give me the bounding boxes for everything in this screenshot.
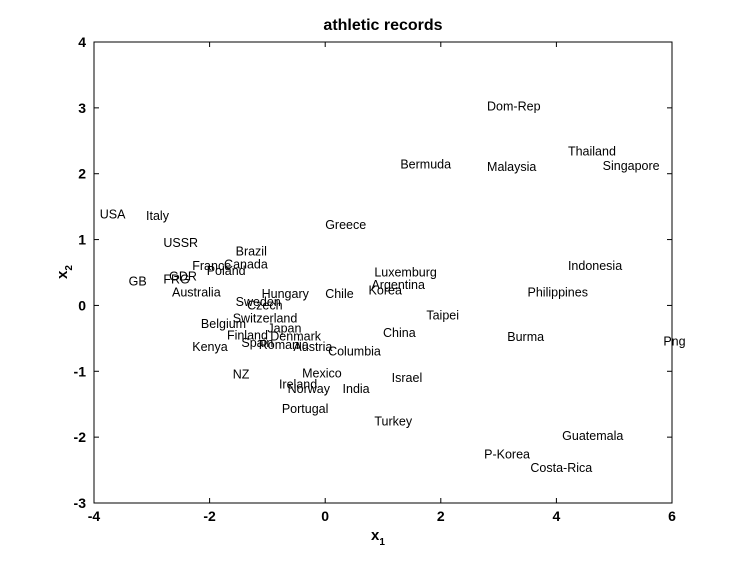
x-axis: -4 -2 0 2 4 6 bbox=[88, 42, 676, 524]
point-label: Ireland bbox=[279, 377, 317, 391]
y-tick-label: -1 bbox=[74, 363, 87, 379]
point-label: Australia bbox=[172, 285, 221, 299]
point-label: Thailand bbox=[568, 144, 616, 158]
point-label: Romania bbox=[259, 338, 309, 352]
point-label: Poland bbox=[207, 264, 246, 278]
x-tick-label: 2 bbox=[437, 508, 445, 524]
y-tick-label: 2 bbox=[78, 166, 86, 182]
point-label: Switzerland bbox=[233, 312, 298, 326]
point-label: Italy bbox=[146, 209, 170, 223]
point-label: Bermuda bbox=[400, 157, 451, 171]
point-label: Norway bbox=[288, 382, 331, 396]
point-label: Denmark bbox=[270, 329, 321, 343]
y-axis-label: x2 bbox=[54, 265, 75, 279]
point-label: Kenya bbox=[192, 340, 227, 354]
y-tick-label: 0 bbox=[78, 297, 86, 313]
point-label: Guatemala bbox=[562, 429, 623, 443]
point-label: FRG bbox=[163, 273, 189, 287]
point-label: Mexico bbox=[302, 366, 342, 380]
point-label: Brazil bbox=[236, 244, 267, 258]
point-label: India bbox=[343, 382, 370, 396]
point-label: Canada bbox=[224, 258, 268, 272]
y-tick-label: -3 bbox=[74, 495, 87, 511]
point-label: Finland bbox=[227, 329, 268, 343]
point-label: France bbox=[192, 259, 231, 273]
point-label: Dom-Rep bbox=[487, 100, 541, 114]
point-label: Portugal bbox=[282, 402, 329, 416]
chart-title: athletic records bbox=[323, 17, 442, 34]
x-tick-label: -2 bbox=[203, 508, 216, 524]
plot-frame bbox=[93, 41, 673, 504]
x-tick-label: 0 bbox=[321, 508, 329, 524]
point-label: NZ bbox=[233, 368, 250, 382]
point-label: Greece bbox=[325, 218, 366, 232]
point-label: Malaysia bbox=[487, 160, 536, 174]
point-label: Burma bbox=[507, 330, 544, 344]
point-label: Columbia bbox=[328, 345, 381, 359]
y-tick-label: 4 bbox=[78, 34, 86, 50]
x-axis-label: x1 bbox=[371, 527, 385, 548]
x-tick-label: 4 bbox=[553, 508, 561, 524]
point-label: Sweden bbox=[236, 295, 281, 309]
point-label: Luxemburg bbox=[374, 266, 437, 280]
point-label: Spain bbox=[241, 336, 273, 350]
point-label: Chile bbox=[325, 287, 354, 301]
data-points: Dom-Rep Thailand Bermuda Malaysia Singapore U… bbox=[100, 100, 686, 476]
point-label: Czech bbox=[247, 298, 282, 312]
y-tick-label: 3 bbox=[78, 100, 86, 116]
point-label: Turkey bbox=[374, 414, 412, 428]
point-label: Philippines bbox=[528, 285, 588, 299]
point-label: USA bbox=[100, 208, 126, 222]
y-tick-label: -2 bbox=[74, 429, 87, 445]
point-label: Korea bbox=[369, 283, 402, 297]
point-label: Hungary bbox=[262, 287, 310, 301]
point-label: Japan bbox=[267, 321, 301, 335]
point-label: Taipei bbox=[426, 308, 459, 322]
point-label: Israel bbox=[392, 371, 423, 385]
point-label: Austria bbox=[293, 340, 332, 354]
point-label: Belgium bbox=[201, 317, 246, 331]
point-label: GDR bbox=[169, 269, 197, 283]
point-label: P-Korea bbox=[484, 447, 530, 461]
x-tick-label: 6 bbox=[668, 508, 676, 524]
point-label: China bbox=[383, 326, 416, 340]
x-tick-label: -4 bbox=[88, 508, 101, 524]
point-label: Indonesia bbox=[568, 259, 622, 273]
point-label: Argentina bbox=[371, 278, 425, 292]
y-tick-label: 1 bbox=[78, 232, 86, 248]
point-label: Costa-Rica bbox=[530, 461, 592, 475]
point-label: Png bbox=[663, 335, 685, 349]
point-label: USSR bbox=[163, 236, 198, 250]
y-axis: -3 -2 -1 0 1 2 3 4 bbox=[74, 34, 672, 511]
point-label: GB bbox=[129, 275, 147, 289]
point-label: Singapore bbox=[603, 159, 660, 173]
